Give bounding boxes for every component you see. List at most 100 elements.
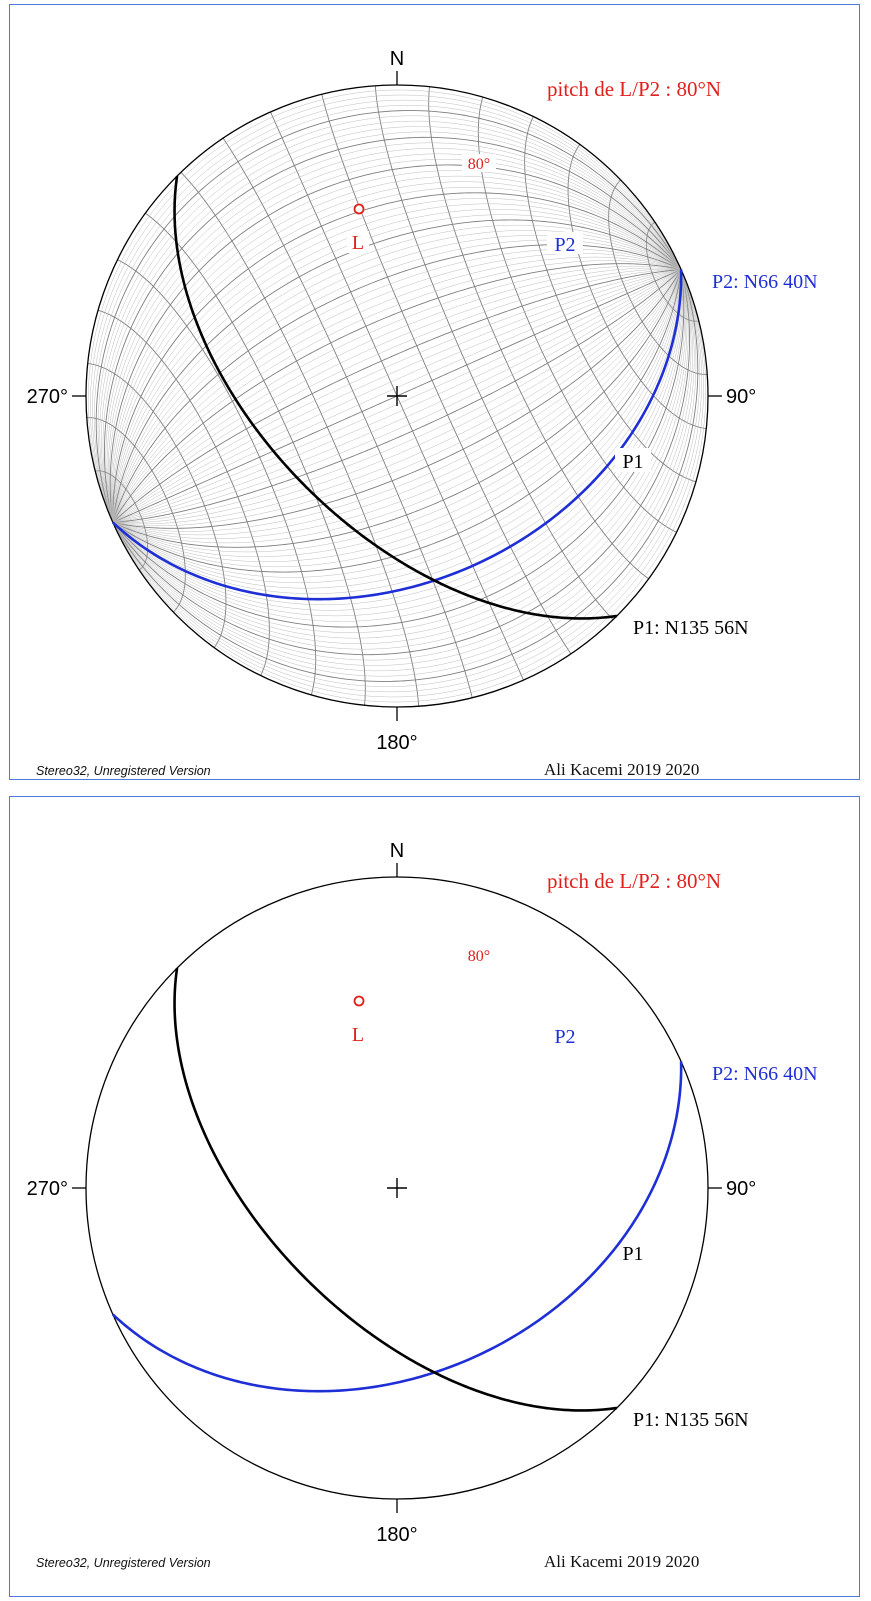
footer-software-label: Stereo32, Unregistered Version bbox=[36, 764, 211, 778]
net-minor-circle bbox=[112, 269, 682, 523]
plane-p2-label: P2 bbox=[554, 234, 575, 256]
net-minor-circle bbox=[112, 269, 682, 523]
net-small-circle bbox=[86, 417, 186, 613]
pitch-title: pitch de L/P2 : 80°N bbox=[547, 869, 721, 893]
net-minor-circle bbox=[112, 269, 693, 666]
net-minor-circle bbox=[112, 269, 688, 644]
net-minor-circle bbox=[112, 267, 682, 523]
net-minor-circle bbox=[112, 269, 682, 562]
net-minor-circle bbox=[112, 203, 682, 523]
net-minor-circle bbox=[112, 269, 686, 639]
net-minor-circle bbox=[112, 269, 682, 525]
net-minor-circle bbox=[110, 170, 682, 523]
net-minor-circle bbox=[112, 269, 683, 611]
net-minor-circle bbox=[112, 269, 695, 672]
net-minor-circle bbox=[112, 269, 682, 583]
net-minor-circle bbox=[112, 269, 700, 687]
net-minor-circle bbox=[112, 269, 682, 523]
net-minor-circle bbox=[112, 269, 689, 650]
footer-author-label: Ali Kacemi 2019 2020 bbox=[544, 760, 699, 779]
net-minor-circle bbox=[112, 269, 682, 523]
south-label: 180° bbox=[376, 732, 417, 754]
net-minor-circle bbox=[112, 269, 682, 523]
center-cross bbox=[387, 1178, 407, 1198]
net-minor-circle bbox=[112, 224, 682, 523]
net-minor-circle bbox=[112, 269, 682, 527]
net-small-circle bbox=[222, 137, 473, 698]
point-l-label: L bbox=[352, 1024, 364, 1046]
net-minor-circle bbox=[111, 175, 682, 523]
label-backdrop bbox=[347, 231, 369, 253]
net-minor-circle bbox=[105, 142, 682, 523]
intersection-point-l bbox=[353, 995, 365, 1007]
net-minor-circle bbox=[112, 269, 682, 523]
net-small-circle bbox=[97, 309, 270, 676]
net-minor-circle bbox=[112, 260, 682, 523]
net-minor-circle bbox=[109, 159, 682, 523]
stereonet-panel-plain: N 180° 90° 270° pitch de L/P2 : 80°N 80° L P2 P2… bbox=[9, 796, 860, 1597]
net-small-circle bbox=[608, 179, 708, 375]
net-minor-circle bbox=[112, 198, 682, 523]
footer-author-label: Ali Kacemi 2019 2020 bbox=[544, 1552, 699, 1571]
net-minor-circle bbox=[102, 131, 682, 523]
label-backdrop bbox=[615, 448, 651, 472]
net-minor-circle bbox=[112, 269, 682, 523]
pitch-angle-label: 80° bbox=[468, 156, 490, 173]
point-l-label: L bbox=[352, 232, 364, 254]
net-minor-circle bbox=[112, 269, 682, 605]
plane-p2-annotation: P2: N66 40N bbox=[712, 1063, 818, 1085]
stereonet-panel-with-net: N 180° 90° 270° pitch de L/P2 : 80°N 80° L P2 P2… bbox=[9, 4, 860, 780]
net-small-circle bbox=[428, 86, 649, 580]
net-minor-circle bbox=[112, 269, 682, 589]
net-minor-circle bbox=[112, 269, 682, 553]
net-minor-circle bbox=[112, 269, 682, 539]
net-small-circle bbox=[87, 363, 227, 648]
net-minor-circle bbox=[112, 269, 682, 523]
plane-p2-great-circle bbox=[112, 269, 683, 601]
net-minor-circle bbox=[99, 120, 682, 523]
net-minor-circle bbox=[112, 269, 682, 532]
net-small-circle bbox=[95, 470, 149, 571]
stereonet-svg-with-net: N 180° 90° 270° pitch de L/P2 : 80°N 80° L P2 P2… bbox=[27, 48, 818, 779]
net-minor-circle bbox=[112, 269, 682, 523]
net-minor-circle bbox=[97, 115, 682, 523]
net-minor-circle bbox=[92, 99, 682, 523]
plane-p2-great-circle bbox=[112, 1061, 683, 1393]
stereonet-svg-plain: N 180° 90° 270° pitch de L/P2 : 80°N 80° L P2 P2… bbox=[27, 840, 818, 1571]
plane-p1-annotation: P1: N135 56N bbox=[633, 617, 749, 639]
center-cross bbox=[387, 386, 407, 406]
plane-p2-label: P2 bbox=[554, 1026, 575, 1048]
net-minor-circle bbox=[112, 269, 683, 617]
net-minor-circle bbox=[112, 214, 682, 523]
net-small-circle bbox=[180, 171, 420, 707]
net-small-circle bbox=[321, 94, 572, 655]
net-minor-circle bbox=[112, 269, 707, 703]
net-small-circle bbox=[374, 85, 614, 621]
net-small-circle bbox=[645, 221, 699, 322]
net-minor-circle bbox=[112, 187, 682, 523]
plane-p2-annotation: P2: N66 40N bbox=[712, 271, 818, 293]
net-minor-circle bbox=[112, 269, 682, 523]
plane-p1-great-circle bbox=[173, 175, 618, 620]
net-minor-circle bbox=[112, 269, 697, 677]
pitch-angle-label: 80° bbox=[468, 948, 490, 965]
net-small-circle bbox=[567, 144, 707, 429]
net-minor-circle bbox=[112, 269, 682, 523]
south-label: 180° bbox=[376, 1524, 417, 1546]
plane-p1-label: P1 bbox=[622, 1243, 643, 1265]
pitch-title: pitch de L/P2 : 80°N bbox=[547, 77, 721, 101]
net-minor-circle bbox=[94, 105, 682, 523]
east-label: 90° bbox=[726, 1178, 756, 1200]
net-small-circle bbox=[117, 259, 317, 696]
net-minor-circle bbox=[108, 153, 682, 523]
net-minor-circle bbox=[90, 94, 682, 523]
north-label: N bbox=[390, 48, 404, 70]
net-minor-circle bbox=[112, 269, 682, 557]
label-backdrop bbox=[547, 232, 583, 254]
intersection-point-l bbox=[353, 203, 365, 215]
net-minor-circle bbox=[112, 269, 692, 661]
net-minor-circle bbox=[87, 89, 682, 523]
net-minor-circle bbox=[112, 269, 682, 544]
label-backdrop bbox=[462, 154, 496, 172]
net-minor-circle bbox=[112, 265, 682, 523]
